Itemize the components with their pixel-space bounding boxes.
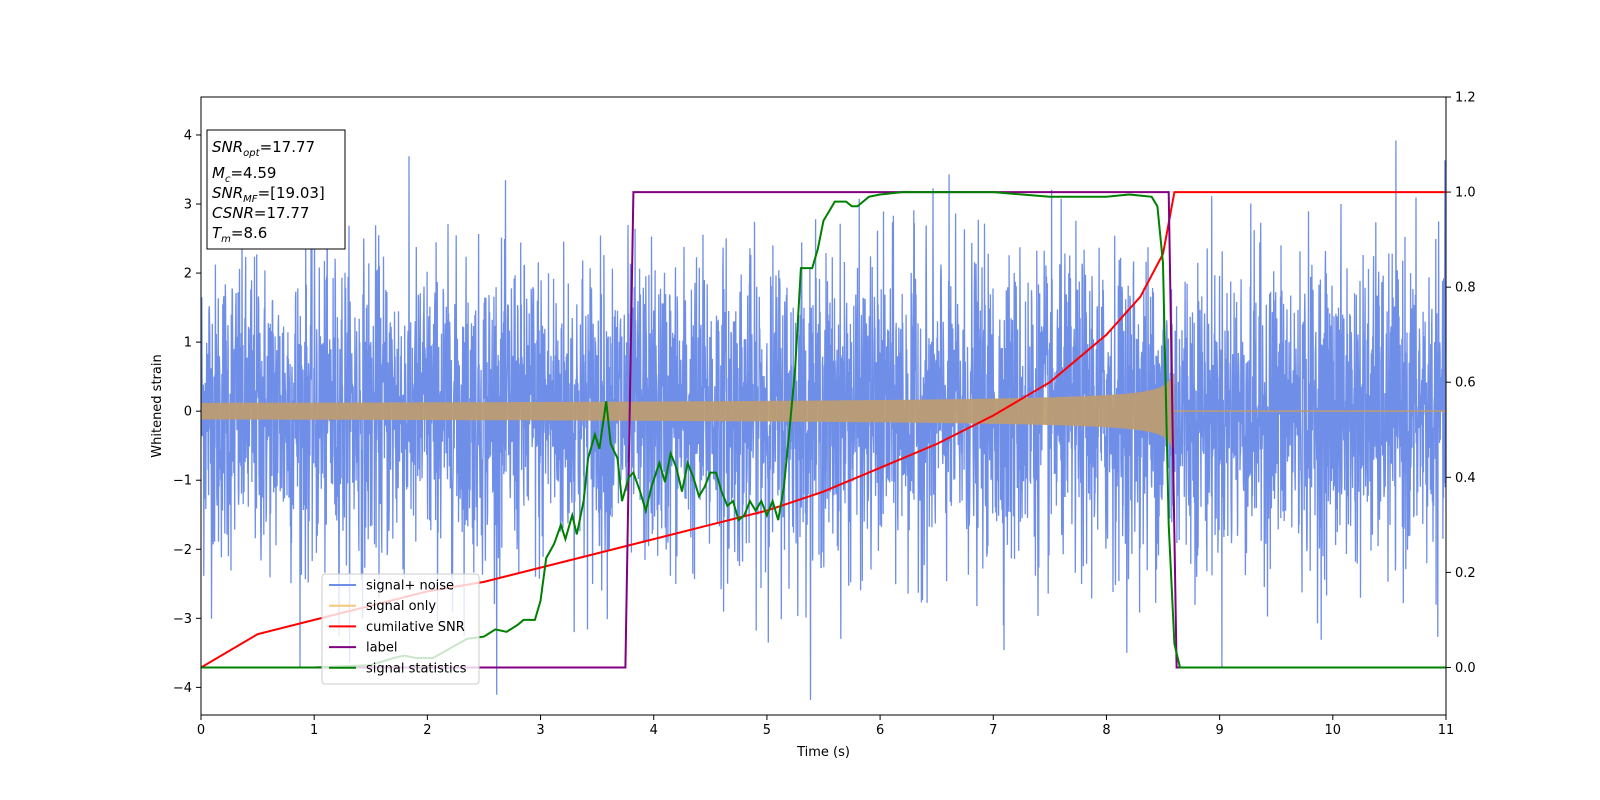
y-tick-label: 3 xyxy=(184,198,192,213)
y-tick-label: −3 xyxy=(173,612,192,627)
y2-tick-label: 0.8 xyxy=(1455,281,1476,296)
x-tick-label: 8 xyxy=(1102,723,1110,738)
x-tick-label: 10 xyxy=(1325,723,1342,738)
axes: 0 1 2 3 4 5 6 7 8 9 10 11 −4 −3 −2 −1 0 1 2 3 4 0.0 0.2 0.4 0.6 0… xyxy=(150,91,1476,761)
info-box-row: SNRMF=[19.03] xyxy=(212,184,325,205)
x-tick-label: 5 xyxy=(763,723,771,738)
legend-frame xyxy=(321,573,480,685)
info-box-row: CSNR=17.77 xyxy=(212,204,309,222)
legend-entry: cumilative SNR xyxy=(366,620,465,635)
x-tick-label: 6 xyxy=(876,723,884,738)
y-tick-label: 4 xyxy=(184,128,192,143)
y2-tick-label: 1.2 xyxy=(1455,91,1476,106)
x-tick-label: 4 xyxy=(650,723,658,738)
legend: signal+ noise signal only cumilative SNR la… xyxy=(321,573,480,685)
legend-entry: signal statistics xyxy=(366,661,467,676)
x-tick-label: 0 xyxy=(197,723,205,738)
series-line-signal-statistics xyxy=(201,191,1446,669)
x-tick-label: 11 xyxy=(1438,723,1455,738)
y-tick-label: −1 xyxy=(173,474,192,489)
y2-tick-label: 0.0 xyxy=(1455,661,1476,676)
y2-tick-label: 1.0 xyxy=(1455,186,1476,201)
axes-frame xyxy=(200,96,1447,716)
y-tick-label: 2 xyxy=(184,267,192,282)
y-tick-label: −4 xyxy=(173,681,192,696)
x-tick-label: 1 xyxy=(310,723,318,738)
legend-entry: signal only xyxy=(366,599,436,614)
y-tick-label: −2 xyxy=(173,543,192,558)
y2-tick-label: 0.2 xyxy=(1455,566,1476,581)
x-tick-label: 2 xyxy=(423,723,431,738)
y2-tick-label: 0.4 xyxy=(1455,471,1476,486)
x-tick-label: 3 xyxy=(536,723,544,738)
x-tick-label: 9 xyxy=(1215,723,1223,738)
info-box-row: SNRopt=17.77 xyxy=(212,138,315,159)
y-tick-label: 1 xyxy=(184,336,192,351)
y-axis-label: Whitened strain xyxy=(150,354,165,457)
x-tick-label: 7 xyxy=(989,723,997,738)
y-tick-label: 0 xyxy=(184,405,192,420)
info-box-row: Tm=8.6 xyxy=(212,224,267,245)
info-box-frame xyxy=(206,129,346,250)
y2-tick-label: 0.6 xyxy=(1455,376,1476,391)
info-box: SNRopt=17.77 Mc=4.59SNRMF=[19.03]CSNR=17.… xyxy=(206,129,346,250)
x-axis-label: Time (s) xyxy=(796,745,850,760)
legend-entry: signal+ noise xyxy=(366,579,454,594)
info-box-row: Mc=4.59 xyxy=(212,164,276,185)
series-area-signal-only xyxy=(201,373,1175,449)
legend-entry: label xyxy=(366,641,397,656)
